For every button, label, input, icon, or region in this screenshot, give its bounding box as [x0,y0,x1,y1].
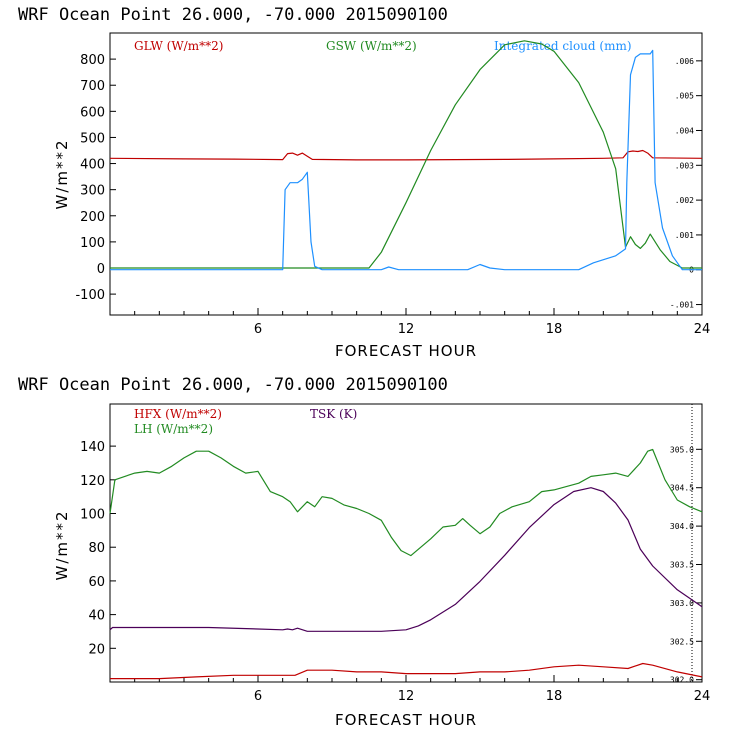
series-integrated-line [110,49,702,271]
chart-bottom-x-axis-label: FORECAST HOUR [335,711,477,729]
chart-top-title: WRF Ocean Point 26.000, -70.000 20150901… [18,5,448,25]
chart-top-x-axis-label: FORECAST HOUR [335,342,477,360]
chart-top-y-tick-label: 400 [80,158,105,173]
legend-tsk: TSK (K) [310,407,357,421]
chart-bottom-y2-tick-label: 302.5 [670,637,694,646]
chart-top: WRF Ocean Point 26.000, -70.000 20150901… [18,5,710,360]
legend-glw: GLW (W/m**2) [134,39,223,53]
chart-bottom-x-tick-label: 6 [254,689,262,704]
chart-top-y2-tick-label: -.001 [670,301,694,310]
chart-top-y-tick-label: 0 [97,262,105,277]
chart-top-y-tick-label: 500 [80,131,105,146]
chart-top-y-tick-label: 800 [80,53,105,68]
chart-bottom-y2-tick-label: 302.0 [670,676,694,685]
chart-bottom-y-tick-label: 60 [88,575,105,590]
chart-bottom-y2-tick-label: 304.5 [670,484,694,493]
chart-bottom-y-tick-label: 80 [88,541,105,556]
series-hfx-line [110,662,703,680]
chart-bottom-x-tick-label: 12 [398,689,415,704]
chart-bottom-y2-tick-label: 305.0 [670,445,694,454]
legend-integrated-cloud: Integrated cloud (mm) [494,39,632,53]
chart-top-x-tick-label: 12 [398,322,415,337]
chart-bottom-y-tick-label: 100 [80,508,105,523]
chart-top-y2-tick-label: .006 [675,57,694,66]
chart-top-x-tick-label: 6 [254,322,262,337]
legend-lh: LH (W/m**2) [134,422,213,436]
chart-top-y2-tick-label: .003 [675,161,694,170]
chart-bottom-y-axis-label: W/m**2 [53,509,71,580]
chart-top-y2-tick-label: .002 [675,196,694,205]
legend-hfx: HFX (W/m**2) [134,407,222,421]
chart-bottom: WRF Ocean Point 26.000, -70.000 20150901… [18,375,710,729]
chart-top-y-tick-label: 200 [80,210,105,225]
chart-bottom-y2-tick-label: 304.0 [670,522,694,531]
chart-top-y2-tick-label: .001 [675,231,694,240]
chart-bottom-title: WRF Ocean Point 26.000, -70.000 20150901… [18,375,448,395]
chart-top-y-tick-label: 600 [80,105,105,120]
series-gsw-line [110,40,702,269]
chart-top-y2-tick-label: .004 [675,126,694,135]
chart-top-y2-tick-label: .005 [675,92,694,101]
chart-bottom-x-tick-label: 18 [546,689,563,704]
chart-bottom-y-tick-label: 140 [80,440,105,455]
series-glw-line [109,149,703,161]
chart-bottom-y2-tick-label: 303.0 [670,599,694,608]
chart-bottom-plot-frame [109,403,703,683]
legend-gsw: GSW (W/m**2) [326,39,417,53]
chart-top-y-tick-label: 100 [80,236,105,251]
chart-bottom-y-tick-label: 40 [88,609,105,624]
chart-bottom-x-tick-label: 24 [694,689,711,704]
series-lh-line [109,448,703,557]
chart-top-y-tick-label: 700 [80,79,105,94]
chart-top-x-tick-label: 24 [694,322,711,337]
chart-bottom-y2-tick-label: 303.5 [670,561,694,570]
chart-bottom-y-tick-label: 20 [88,642,105,657]
chart-bottom-y-tick-label: 120 [80,474,105,489]
chart-top-y-tick-label: -100 [75,288,105,303]
chart-top-plot-frame [109,32,703,316]
chart-top-y-tick-label: 300 [80,184,105,199]
chart-top-x-tick-label: 18 [546,322,563,337]
chart-top-y-axis-label: W/m**2 [53,138,71,209]
series-tsk-line [109,487,703,632]
